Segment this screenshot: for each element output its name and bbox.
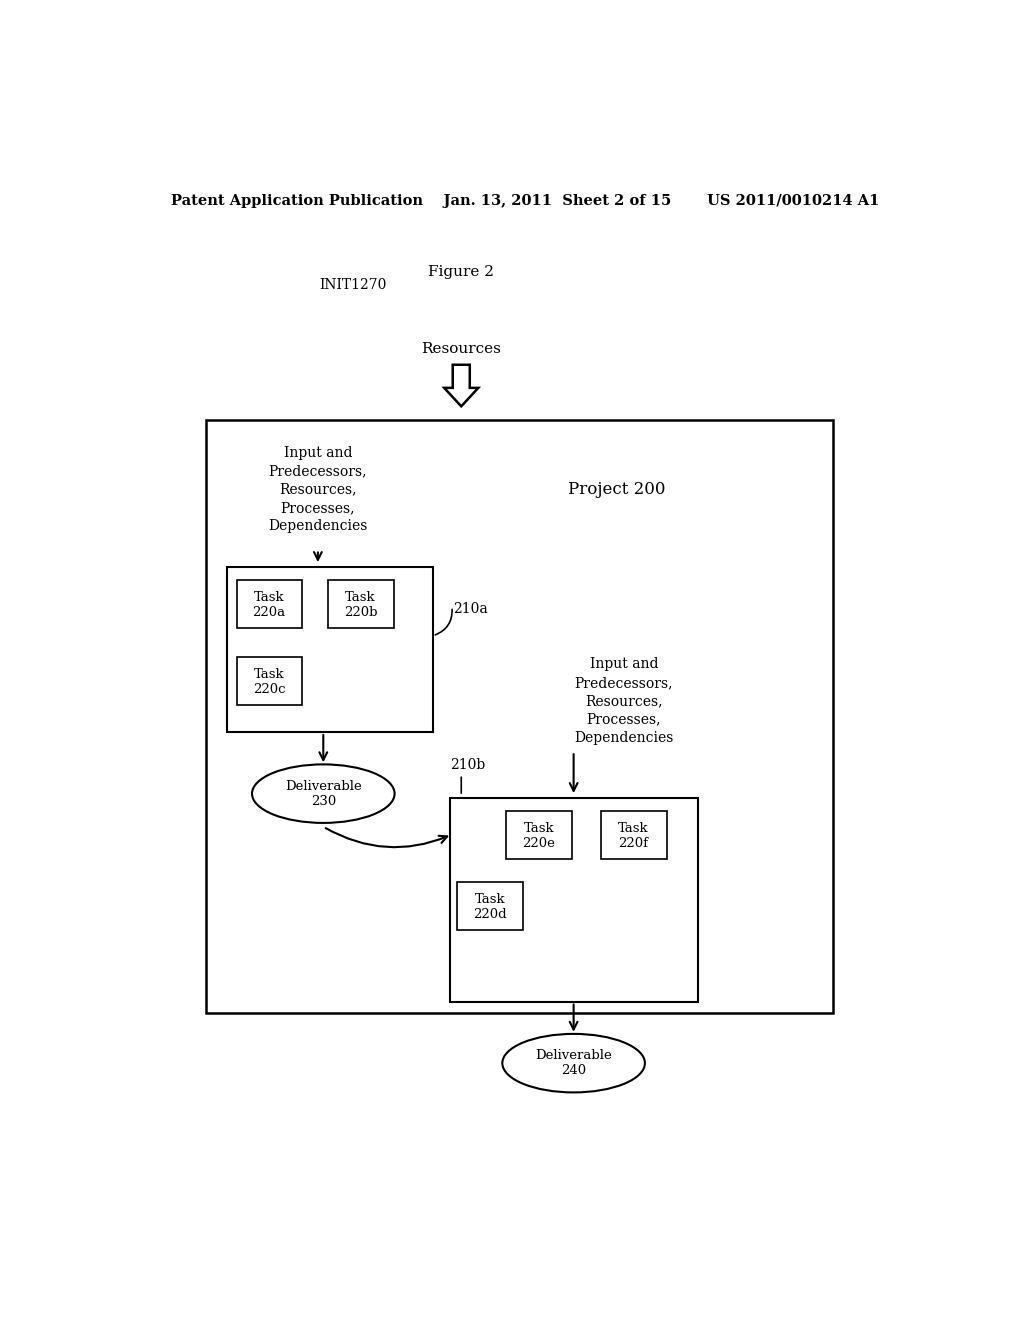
Bar xyxy=(237,581,302,628)
Text: 210b: 210b xyxy=(450,758,485,772)
Text: Deliverable
230: Deliverable 230 xyxy=(285,780,361,808)
Bar xyxy=(458,882,523,929)
FancyArrowPatch shape xyxy=(319,735,328,760)
Text: Figure 2: Figure 2 xyxy=(428,265,495,280)
FancyArrowPatch shape xyxy=(569,754,578,791)
FancyArrowPatch shape xyxy=(569,1005,578,1030)
Bar xyxy=(227,566,432,733)
Text: Deliverable
240: Deliverable 240 xyxy=(536,1049,612,1077)
Text: Patent Application Publication    Jan. 13, 2011  Sheet 2 of 15       US 2011/001: Patent Application Publication Jan. 13, … xyxy=(171,194,879,207)
Text: Resources: Resources xyxy=(421,342,501,356)
Text: Input and
Predecessors,
Resources,
Processes,
Dependencies: Input and Predecessors, Resources, Proce… xyxy=(268,446,368,533)
Text: Task
220e: Task 220e xyxy=(522,822,555,850)
Text: Task
220a: Task 220a xyxy=(253,591,286,619)
Bar xyxy=(237,657,302,705)
FancyArrowPatch shape xyxy=(326,828,447,847)
FancyArrowPatch shape xyxy=(435,610,453,635)
Bar xyxy=(206,420,834,1014)
Text: Task
220f: Task 220f xyxy=(618,822,648,850)
Bar xyxy=(506,812,572,859)
Text: Project 200: Project 200 xyxy=(567,480,665,498)
Bar xyxy=(450,797,697,1002)
Text: Input and
Predecessors,
Resources,
Processes,
Dependencies: Input and Predecessors, Resources, Proce… xyxy=(574,657,674,744)
Ellipse shape xyxy=(252,764,394,822)
Text: Task
220b: Task 220b xyxy=(344,591,377,619)
Ellipse shape xyxy=(503,1034,645,1093)
Polygon shape xyxy=(444,364,478,407)
Text: Task
220d: Task 220d xyxy=(473,892,507,921)
Text: Task
220c: Task 220c xyxy=(253,668,286,696)
Text: 210a: 210a xyxy=(454,602,488,616)
Bar xyxy=(328,581,394,628)
FancyArrowPatch shape xyxy=(314,552,322,560)
Bar xyxy=(601,812,667,859)
Text: INIT1270: INIT1270 xyxy=(319,279,386,293)
